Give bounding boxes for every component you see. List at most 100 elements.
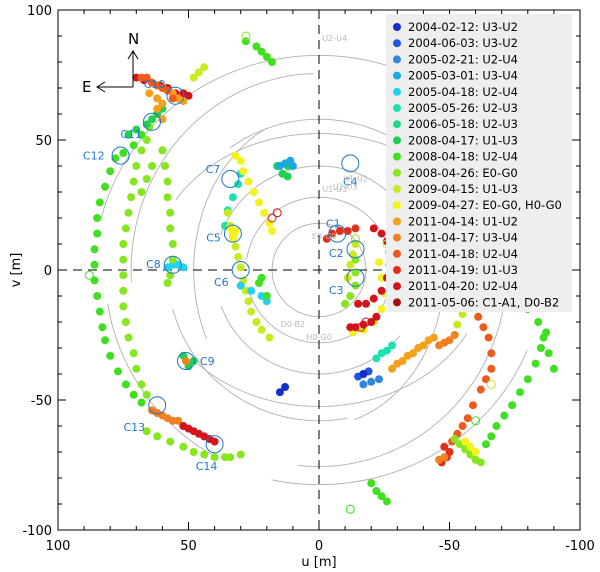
uv-point: [268, 227, 276, 235]
uv-point: [137, 73, 146, 82]
uv-point: [194, 68, 203, 77]
uv-point: [265, 333, 274, 342]
uv-point: [255, 198, 263, 207]
calibrator-ring: [111, 146, 130, 165]
uv-point: [121, 318, 130, 326]
legend-label: 2006-05-18: U2-U3: [408, 117, 518, 131]
uv-point: [124, 130, 133, 139]
uv-point: [372, 312, 381, 321]
uv-point: [189, 448, 198, 456]
uv-point: [119, 149, 128, 157]
uv-point-open: [486, 379, 496, 389]
uv-point: [101, 336, 109, 345]
calibrator-ring: [231, 261, 250, 279]
x-tick-label: 100: [46, 539, 71, 554]
uv-point: [179, 442, 188, 451]
uv-point: [335, 227, 344, 235]
uv-point: [487, 349, 496, 358]
uv-point: [367, 377, 376, 386]
uv-point: [158, 146, 167, 155]
x-axis-title: u [m]: [301, 555, 336, 570]
uv-point: [119, 302, 128, 311]
x-tick-label: -50: [439, 539, 460, 554]
uv-point: [142, 427, 151, 436]
legend-label: 2011-04-17: U3-U4: [408, 231, 518, 245]
uv-point: [244, 297, 253, 306]
y-tick-label: 100: [27, 4, 52, 19]
uv-point: [328, 229, 337, 238]
uv-point: [142, 175, 151, 183]
legend-marker: [393, 39, 401, 48]
uv-point: [129, 349, 138, 358]
legend-label: 2011-04-14: U1-U2: [408, 214, 518, 228]
calibrator-label: C4: [343, 175, 358, 188]
uv-point: [137, 146, 146, 155]
uv-point: [377, 305, 386, 313]
legend-label: 2009-04-27: E0-G0, H0-G0: [408, 198, 562, 212]
legend-label: 2008-04-18: U2-U4: [408, 150, 518, 164]
uv-point: [288, 162, 297, 170]
uv-point: [132, 364, 141, 373]
calibrator-label: C3: [329, 284, 344, 297]
uv-point: [158, 99, 167, 108]
uv-point: [508, 401, 517, 410]
uv-point: [174, 416, 183, 425]
legend-label: 2004-02-12: U3-U2: [408, 20, 518, 34]
uv-point-open: [356, 322, 366, 332]
legend-marker: [393, 201, 401, 210]
uv-point: [531, 359, 540, 368]
track-arc-3: [172, 308, 348, 422]
uv-point: [106, 167, 115, 176]
uv-point: [166, 208, 175, 217]
uv-point: [148, 115, 156, 124]
uv-point: [369, 294, 378, 303]
legend-marker: [393, 298, 401, 307]
calibrator-label: C12: [83, 150, 105, 163]
calibrator-ring: [143, 112, 161, 131]
track-arc-13: [193, 127, 268, 340]
legend-marker: [393, 87, 401, 96]
uv-point: [479, 323, 488, 332]
calibrator-label: C1: [326, 218, 341, 231]
uv-point: [476, 458, 485, 467]
uv-point: [265, 219, 274, 228]
calibrator-ring: [205, 435, 224, 454]
calibrator-label: C2: [329, 247, 344, 260]
uv-point: [369, 224, 378, 233]
uv-point: [200, 63, 209, 72]
uv-point: [359, 380, 368, 389]
uv-point: [231, 151, 240, 160]
uv-point: [275, 388, 284, 397]
uv-point: [137, 380, 146, 389]
uv-point: [469, 401, 477, 410]
uv-point: [281, 383, 290, 391]
legend-marker: [393, 185, 401, 193]
uv-point: [163, 279, 172, 287]
uv-point: [236, 450, 245, 459]
legend-label: 2005-04-18: U2-U4: [408, 85, 518, 99]
uv-point: [388, 341, 397, 350]
uv-point: [231, 227, 240, 235]
uv-point: [476, 385, 485, 394]
legend-background: [386, 14, 572, 312]
uv-point: [95, 198, 104, 207]
uv-point: [93, 229, 102, 238]
uv-point: [453, 320, 462, 329]
uv-point: [252, 42, 261, 51]
uv-point: [440, 453, 449, 462]
uv-point: [145, 89, 154, 98]
legend-label: 2005-03-01: U3-U4: [408, 69, 518, 83]
uv-point: [127, 193, 136, 202]
uv-point: [351, 224, 360, 233]
compass-east-label: E: [82, 78, 91, 96]
uv-point: [142, 390, 151, 399]
uv-point: [542, 328, 551, 337]
legend-label: 2011-04-18: U2-U4: [408, 247, 518, 261]
uv-point-open: [84, 270, 94, 280]
east-arrow-head: [96, 81, 106, 93]
legend-label: 2004-06-03: U3-U2: [408, 36, 518, 50]
y-tick-label: -100: [22, 524, 52, 539]
uv-point: [544, 349, 553, 358]
legend-marker: [393, 266, 401, 274]
